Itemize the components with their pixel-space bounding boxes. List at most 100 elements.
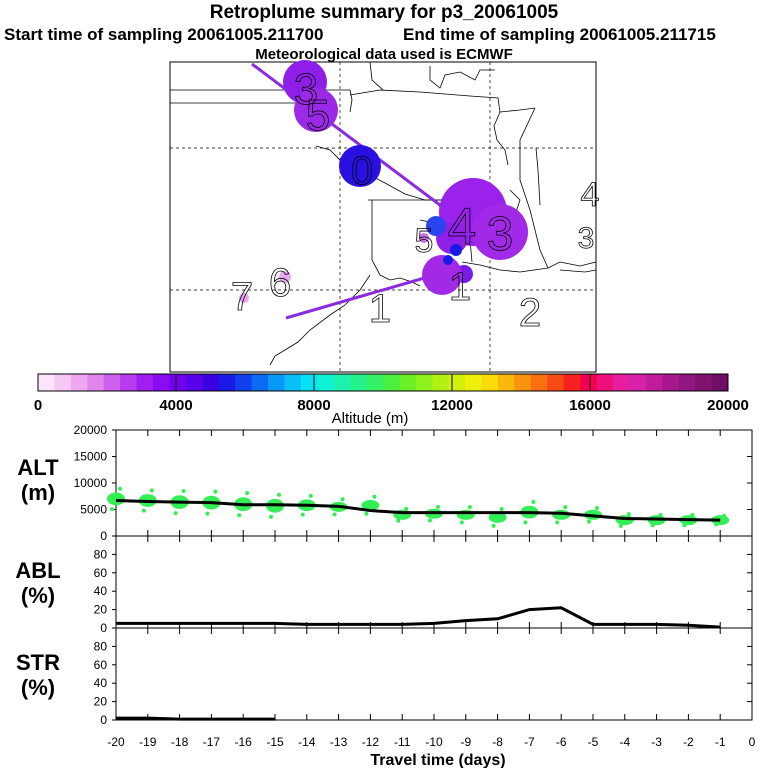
x-tick-label: -2: [683, 735, 694, 749]
altitude-point: [488, 512, 507, 523]
colorbar-tick-label: 16000: [569, 397, 611, 414]
altitude-outlier: [173, 511, 178, 516]
colorbar-swatch: [448, 374, 466, 391]
colorbar-frame: [37, 373, 729, 392]
altitude-outlier: [626, 512, 631, 517]
colorbar-swatch: [235, 374, 253, 391]
colorbar-swatch: [169, 374, 187, 391]
colorbar-swatch: [284, 374, 302, 391]
x-tick-label: -15: [266, 735, 284, 749]
colorbar-tick-label: 0: [34, 397, 42, 414]
altitude-outlier: [531, 499, 536, 504]
altitude-outlier: [213, 489, 218, 494]
altitude-outlier: [300, 512, 305, 517]
colorbar-swatch: [629, 374, 647, 391]
x-tick-label: -9: [460, 735, 471, 749]
panel-label: ALT: [17, 455, 59, 480]
colorbar-swatch: [103, 374, 121, 391]
altitude-outlier: [149, 488, 154, 493]
colorbar-swatch: [317, 374, 335, 391]
colorbar-swatch: [333, 374, 351, 391]
day-label: 3: [487, 208, 514, 261]
x-tick-label: -6: [556, 735, 567, 749]
altitude-outlier: [308, 493, 313, 498]
colorbar-swatch: [530, 374, 548, 391]
cluster-blue-dot: [450, 244, 462, 256]
x-tick-label: 0: [749, 735, 756, 749]
sampling-end: End time of sampling 20061005.211715: [403, 25, 716, 44]
day-label: 3: [294, 65, 318, 114]
colorbar-swatch: [465, 374, 483, 391]
y-tick-label: 80: [94, 547, 108, 561]
altitude-outlier: [436, 504, 440, 509]
cluster-day-1b: [422, 255, 462, 295]
plume-track-north: [251, 62, 441, 207]
altitude-outlier: [459, 520, 464, 525]
colorbar-swatch: [514, 374, 532, 391]
altitude-outlier: [372, 494, 377, 499]
x-tick-label: -4: [619, 735, 630, 749]
colorbar-swatch: [218, 374, 236, 391]
y-tick-label: 10000: [74, 476, 108, 490]
colorbar-swatch: [153, 374, 170, 391]
panel-abl: 0 20 40 60 80 ABL(%): [15, 535, 753, 635]
altitude-outlier: [205, 511, 210, 516]
altitude-outlier: [340, 497, 345, 502]
colorbar-swatch: [596, 374, 614, 391]
y-tick-label: 80: [94, 639, 108, 653]
panel-label: (%): [21, 675, 55, 700]
colorbar-swatch: [415, 374, 433, 391]
map-frame: [169, 61, 597, 373]
altitude-outlier: [499, 506, 504, 511]
altitude-outlier: [618, 524, 623, 529]
x-tick-label: -12: [362, 735, 380, 749]
x-tick-label: -8: [492, 735, 503, 749]
x-tick-label: -10: [425, 735, 443, 749]
colorbar-swatch: [185, 374, 203, 391]
x-tick-label: -19: [139, 735, 157, 749]
altitude-point: [107, 492, 125, 506]
y-tick-label: 40: [94, 584, 108, 598]
cluster-day-0: [339, 145, 381, 187]
colorbar-swatch: [120, 374, 138, 391]
altitude-outlier: [269, 514, 273, 519]
altitude-outlier: [714, 522, 719, 527]
altitude-outlier: [364, 511, 369, 516]
panel-label: (m): [21, 480, 55, 505]
x-tick-label: -14: [298, 735, 316, 749]
day-label: 7: [231, 275, 253, 319]
colorbar-swatch: [613, 374, 630, 391]
colorbar-swatch: [695, 374, 713, 391]
colorbar-swatch: [251, 374, 269, 391]
y-tick-label: 0: [100, 621, 107, 635]
timeseries-panels: 05000100001500020000ALT(m)020406080ABL(%…: [15, 423, 755, 768]
panel-alt: 0 5000 10000 15000 20000 ALT(m): [17, 423, 753, 543]
plume-clusters: [239, 60, 528, 303]
x-tick-label: -18: [171, 735, 189, 749]
altitude-outlier: [555, 520, 560, 525]
abl-line: [116, 606, 721, 629]
colorbar-label: Altitude (m): [332, 410, 409, 427]
altitude-outlier: [523, 520, 528, 525]
colorbar-tick-label: 12000: [431, 397, 473, 414]
day-label: 5: [306, 91, 330, 140]
colorbar-swatch: [645, 374, 663, 391]
plume-track-south: [285, 270, 446, 320]
altitude-outlier: [722, 513, 727, 518]
cluster-day-5b: [426, 216, 446, 236]
altitude-median-line: [115, 498, 721, 522]
day-label: 6: [269, 261, 291, 305]
panel-label: ABL: [15, 558, 60, 583]
x-tick-label: -5: [588, 735, 599, 749]
cluster-small-pink: [419, 233, 429, 243]
x-axis-label: Travel time (days): [370, 752, 505, 768]
day-label: 1: [369, 287, 391, 331]
y-tick-label: 20: [94, 603, 108, 617]
colorbar-swatch: [202, 374, 220, 391]
colorbar-swatch: [432, 374, 450, 391]
day-label: 4: [448, 198, 477, 256]
panel-label: (%): [21, 583, 55, 608]
y-tick-label: 0: [100, 529, 107, 543]
colorbar-swatch: [87, 374, 105, 391]
